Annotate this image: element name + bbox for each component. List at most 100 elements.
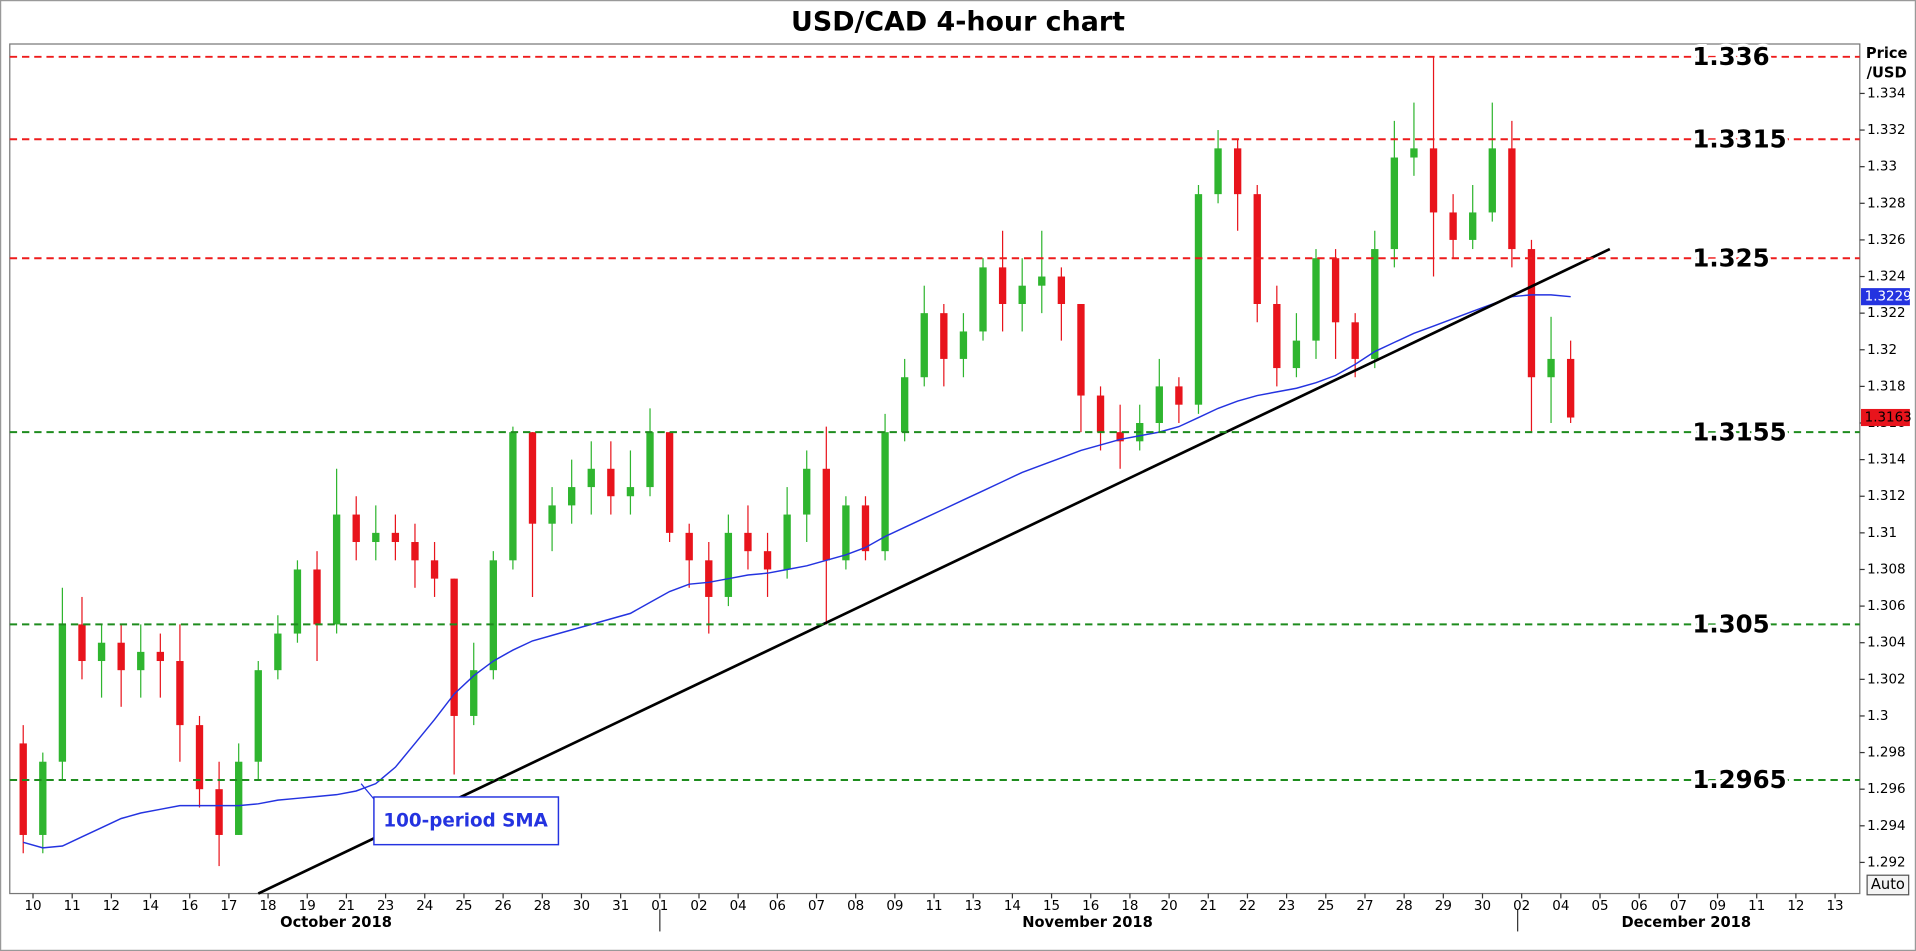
candle-body xyxy=(1077,303,1085,396)
x-tick-label: 26 xyxy=(495,899,512,914)
candle-body xyxy=(803,468,811,515)
y-tick-label: 1.31 xyxy=(1867,526,1897,541)
y-tick-label: 1.314 xyxy=(1867,453,1905,468)
candle-body xyxy=(254,670,262,762)
candle-body xyxy=(19,743,27,835)
candle-body xyxy=(78,624,86,662)
y-tick-label: 1.318 xyxy=(1867,379,1905,394)
candle-body xyxy=(450,578,458,716)
candle-body xyxy=(1390,157,1399,250)
candle-body xyxy=(1057,276,1066,304)
x-tick-label: 13 xyxy=(1827,899,1844,914)
trendline xyxy=(257,247,1611,895)
x-tick-label: 18 xyxy=(260,899,277,914)
candle-body xyxy=(881,432,889,552)
y-axis-label: /USD xyxy=(1867,64,1907,81)
candle-body xyxy=(195,725,204,790)
x-tick-label: 06 xyxy=(769,899,786,914)
candle-body xyxy=(1214,148,1222,195)
candle-body xyxy=(685,532,693,561)
close-price-label: 1.3163 xyxy=(1865,411,1912,426)
x-tick-label: 24 xyxy=(416,899,433,914)
candle-body xyxy=(861,505,870,552)
candle-body xyxy=(979,267,987,332)
x-tick-label: 25 xyxy=(455,899,472,914)
candle-body xyxy=(1527,249,1536,378)
candle-body xyxy=(1410,148,1418,158)
x-tick-label: 12 xyxy=(1787,899,1804,914)
candle-body xyxy=(1449,212,1457,240)
x-tick-label: 30 xyxy=(1474,899,1491,914)
level-label: 1.305 xyxy=(1692,610,1769,639)
y-tick-label: 1.328 xyxy=(1867,196,1905,211)
candle-body xyxy=(235,761,243,835)
x-tick-label: 19 xyxy=(299,899,316,914)
candle-body xyxy=(1273,303,1281,369)
candle-body xyxy=(1292,340,1301,369)
annotation-box xyxy=(373,796,560,846)
y-tick-label: 1.324 xyxy=(1867,270,1905,285)
y-tick-label: 1.312 xyxy=(1867,489,1905,504)
candle-body xyxy=(117,642,125,671)
candle-body xyxy=(215,789,223,835)
y-tick-label: 1.332 xyxy=(1867,123,1905,138)
x-tick-label: 12 xyxy=(103,899,120,914)
x-tick-label: 29 xyxy=(1435,899,1452,914)
y-tick-label: 1.308 xyxy=(1867,562,1905,577)
chart-title: USD/CAD 4-hour chart xyxy=(791,7,1125,38)
y-tick-label: 1.296 xyxy=(1867,782,1905,797)
month-label: October 2018 xyxy=(280,914,392,931)
y-tick-label: 1.302 xyxy=(1867,672,1905,687)
sma-price-label: 1.3229 xyxy=(1865,290,1912,305)
candle-body xyxy=(293,569,302,634)
candle-body xyxy=(607,468,615,497)
candle-body xyxy=(1253,194,1261,304)
candle-body xyxy=(39,761,47,835)
x-tick-label: 25 xyxy=(1317,899,1334,914)
candle-body xyxy=(1038,276,1046,286)
y-tick-label: 1.32 xyxy=(1867,343,1897,358)
auto-scale-button[interactable] xyxy=(1866,874,1910,896)
x-tick-label: 11 xyxy=(1748,899,1765,914)
candle-body xyxy=(1508,148,1516,250)
close-price-marker xyxy=(1861,408,1910,427)
candle-body xyxy=(1469,212,1477,240)
candle-body xyxy=(156,651,164,662)
candle-body xyxy=(58,624,67,762)
y-tick-label: 1.334 xyxy=(1867,86,1905,101)
level-label: 1.3155 xyxy=(1692,417,1786,446)
x-tick-label: 01 xyxy=(651,899,668,914)
candle-body xyxy=(1371,249,1379,359)
candle-body xyxy=(665,432,674,533)
x-tick-label: 27 xyxy=(1356,899,1373,914)
candle-body xyxy=(763,551,772,570)
candle-body xyxy=(822,468,830,561)
x-tick-label: 10 xyxy=(24,899,41,914)
x-tick-label: 28 xyxy=(1396,899,1413,914)
x-tick-label: 04 xyxy=(1552,899,1569,914)
candle-body xyxy=(783,514,791,570)
candle-body xyxy=(1018,285,1026,304)
plot-area xyxy=(9,43,1861,895)
x-tick-label: 07 xyxy=(1670,899,1687,914)
candle-body xyxy=(1312,258,1320,341)
auto-scale-label[interactable]: Auto xyxy=(1871,876,1905,893)
candle-body xyxy=(509,432,517,561)
candle-body xyxy=(1488,148,1496,213)
x-tick-label: 02 xyxy=(690,899,707,914)
candle-body xyxy=(900,377,909,433)
x-tick-label: 14 xyxy=(142,899,159,914)
level-label: 1.3315 xyxy=(1692,124,1786,153)
candle-body xyxy=(470,670,478,716)
candle-body xyxy=(528,432,537,524)
candle-body xyxy=(1175,386,1183,405)
candle-body xyxy=(97,642,106,662)
candle-body xyxy=(1194,194,1203,405)
candle-body xyxy=(274,633,282,671)
y-tick-label: 1.306 xyxy=(1867,599,1905,614)
x-tick-label: 17 xyxy=(220,899,237,914)
month-label: November 2018 xyxy=(1022,914,1153,931)
x-tick-label: 09 xyxy=(886,899,903,914)
y-axis-label: Price xyxy=(1866,45,1908,62)
